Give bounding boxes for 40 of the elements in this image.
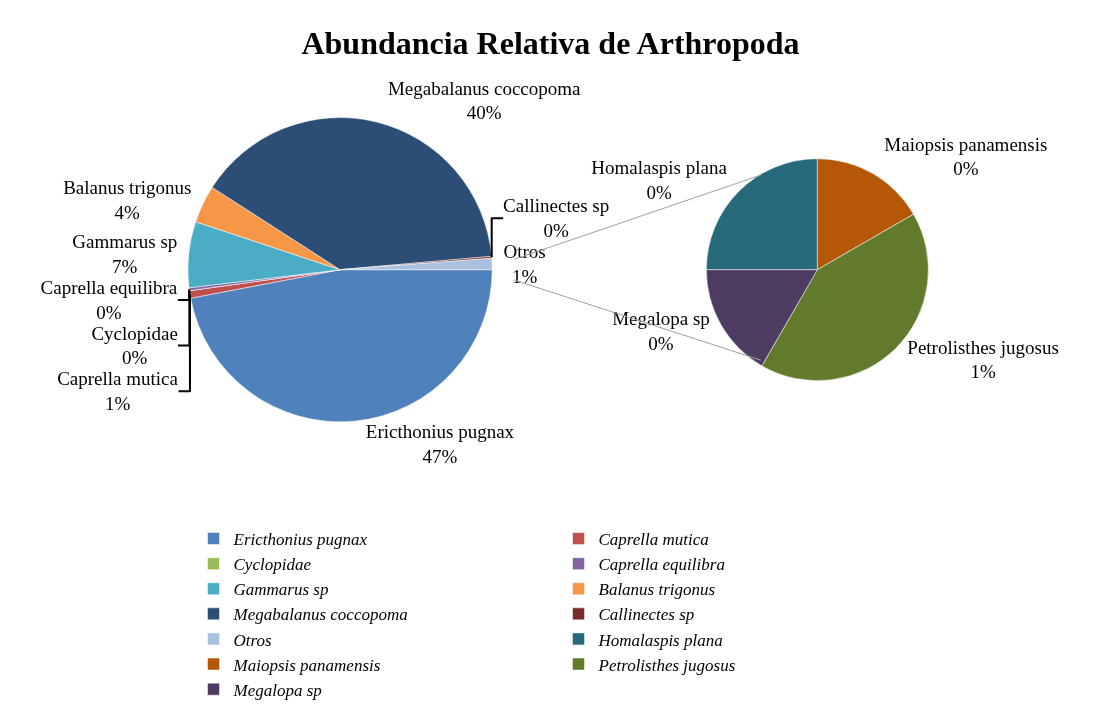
- slice-label: Ericthonius pugnax: [365, 420, 515, 442]
- slice-label: Callinectes sp: [503, 195, 610, 217]
- legend-label: Megabalanus coccopoma: [232, 605, 408, 625]
- legend-label: Otros: [233, 630, 272, 650]
- legend-label: Gammarus sp: [233, 580, 329, 600]
- legend-label: Callinectes sp: [598, 605, 695, 625]
- legend-label: Megalopa sp: [232, 680, 322, 700]
- slice-label: Megabalanus coccopoma: [387, 77, 582, 99]
- chart-title: Abundancia Relativa de Arthropoda: [301, 25, 800, 62]
- legend-label: Cyclopidae: [233, 555, 312, 575]
- legend-label: Caprella equilibra: [598, 555, 725, 575]
- slice-label: Homalaspis plana: [591, 156, 728, 178]
- data-label: 0%: [953, 158, 979, 180]
- data-label: 1%: [104, 393, 131, 415]
- slice-label: Petrolisthes jugosus: [907, 336, 1059, 358]
- data-label: 0%: [646, 181, 672, 203]
- data-label: 40%: [466, 102, 502, 124]
- data-label: 1%: [970, 361, 996, 383]
- category-label: Cyclopidae: [91, 322, 178, 344]
- data-label: 0%: [543, 220, 569, 242]
- legend-label: Caprella mutica: [598, 530, 709, 550]
- data-label: 1%: [511, 265, 538, 287]
- slice-label: Gammarus sp: [72, 231, 178, 253]
- slice-label: Megalopa sp: [612, 308, 710, 330]
- slice-label: Maiopsis panamensis: [884, 133, 1048, 155]
- data-label: 47%: [422, 445, 458, 467]
- slice-label: Balanus trigonus: [63, 176, 192, 198]
- legend-label: Maiopsis panamensis: [232, 655, 381, 675]
- data-label: 0%: [96, 301, 122, 323]
- slice-label: Caprella equilibra: [40, 277, 178, 299]
- data-label: 0%: [648, 332, 674, 354]
- slice-label: Caprella mutica: [57, 368, 179, 390]
- legend-label: Homalaspis plana: [597, 630, 723, 650]
- legend-label: Petrolisthes jugosus: [597, 655, 736, 675]
- data-label: 4%: [114, 201, 141, 223]
- slice-label: Otros: [503, 241, 546, 263]
- legend-label: Balanus trigonus: [598, 580, 716, 600]
- text: 0%: [122, 347, 148, 369]
- data-label: 7%: [112, 256, 138, 278]
- legend-label: Ericthonius pugnax: [232, 530, 368, 550]
